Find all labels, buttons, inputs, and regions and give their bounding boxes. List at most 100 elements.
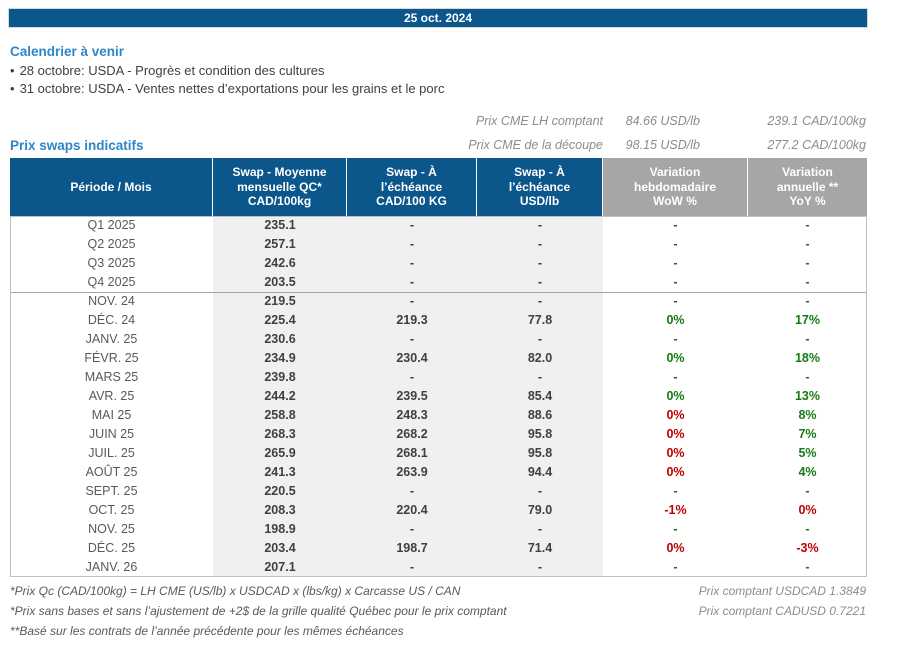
cell-period: DÉC. 24 <box>87 313 136 327</box>
cell-yoy: - <box>805 237 810 251</box>
table-row: Q3 2025 242.6- - - - <box>10 254 867 273</box>
cell-swap-monthly: 203.4 <box>213 539 347 558</box>
table-row: Q1 2025 235.1- - - - <box>10 216 867 235</box>
column-header-wow: Variation hebdomadaire WoW % <box>603 158 748 216</box>
cell-swap-usd: 85.4 <box>477 387 603 406</box>
column-header-period: Période / Mois <box>10 158 213 216</box>
cell-swap-monthly: 225.4 <box>213 311 347 330</box>
cell-yoy: 18% <box>794 351 821 365</box>
cell-swap-usd: 95.8 <box>477 425 603 444</box>
table-row: NOV. 24 219.5- - - - <box>10 292 867 311</box>
cell-wow: - <box>673 275 678 289</box>
column-header-swap-monthly: Swap - Moyenne mensuelle QC* CAD/100kg <box>213 158 347 216</box>
cell-swap-usd: 88.6 <box>477 406 603 425</box>
footnote: **Basé sur les contrats de l’année précé… <box>10 624 404 638</box>
cell-swap-usd: - <box>477 368 603 387</box>
table-body: Q1 2025 235.1- - - - Q2 2025 257.1- - - - Q3 2025 2… <box>10 216 867 577</box>
report-date: 25 oct. 2024 <box>403 11 473 25</box>
cell-period: JANV. 26 <box>85 560 138 574</box>
cell-wow: - <box>673 256 678 270</box>
date-header-bar: 25 oct. 2024 <box>8 8 868 28</box>
calendar-title: Calendrier à venir <box>10 44 125 59</box>
cell-period: FÉVR. 25 <box>84 351 139 365</box>
cell-swap-monthly: 242.6 <box>213 254 347 273</box>
cell-period: MARS 25 <box>84 370 139 384</box>
cell-wow: -1% <box>664 503 687 517</box>
cme-price-usd: 84.66 USD/lb <box>625 114 700 128</box>
cell-yoy: - <box>805 218 810 232</box>
cell-swap-monthly: 268.3 <box>213 425 347 444</box>
cell-swap-cad: - <box>347 292 477 311</box>
cell-period: OCT. 25 <box>88 503 135 517</box>
cell-period: Q4 2025 <box>87 275 136 289</box>
cell-swap-usd: - <box>477 482 603 501</box>
cell-wow: 0% <box>666 541 685 555</box>
cell-period: JANV. 25 <box>85 332 138 346</box>
cell-swap-cad: 230.4 <box>347 349 477 368</box>
cell-yoy: - <box>805 332 810 346</box>
cell-yoy: - <box>805 256 810 270</box>
cell-swap-cad: 239.5 <box>347 387 477 406</box>
cell-period: Q2 2025 <box>87 237 136 251</box>
cell-wow: - <box>673 332 678 346</box>
cell-swap-cad: 198.7 <box>347 539 477 558</box>
cell-swap-monthly: 203.5 <box>213 273 347 292</box>
cell-wow: - <box>673 294 678 308</box>
cell-wow: - <box>673 237 678 251</box>
cell-wow: - <box>673 560 678 574</box>
cell-swap-monthly: 198.9 <box>213 520 347 539</box>
calendar-item-text: 31 octobre: USDA - Ventes nettes d’expor… <box>19 81 445 96</box>
cell-wow: - <box>673 218 678 232</box>
cell-wow: 0% <box>666 408 685 422</box>
cell-period: AVR. 25 <box>88 389 135 403</box>
cell-swap-cad: 219.3 <box>347 311 477 330</box>
cell-swap-cad: - <box>347 216 477 235</box>
calendar-item: • 31 octobre: USDA - Ventes nettes d’expo… <box>10 81 444 96</box>
cell-swap-usd: - <box>477 558 603 577</box>
table-row: SEPT. 25 220.5- - - - <box>10 482 867 501</box>
cell-swap-usd: 79.0 <box>477 501 603 520</box>
cell-wow: - <box>673 522 678 536</box>
cme-price-label: Prix CME LH comptant <box>475 114 603 128</box>
table-row: DÉC. 25 203.4 198.7 71.4 0% -3% <box>10 539 867 558</box>
cell-swap-usd: - <box>477 254 603 273</box>
cell-swap-cad: - <box>347 254 477 273</box>
cell-yoy: 4% <box>798 465 817 479</box>
column-header-swap-cad: Swap - À l’échéance CAD/100 KG <box>347 158 477 216</box>
cell-swap-usd: - <box>477 235 603 254</box>
calendar-item-text: 28 octobre: USDA - Progrès et condition … <box>19 63 325 78</box>
cme-price-row: Prix CME de la découpe 98.15 USD/lb 277.… <box>0 138 909 154</box>
cell-swap-cad: - <box>347 520 477 539</box>
cell-swap-monthly: 265.9 <box>213 444 347 463</box>
cell-swap-usd: - <box>477 330 603 349</box>
table-row: JANV. 25 230.6- - - - <box>10 330 867 349</box>
cme-price-row: Prix CME LH comptant 84.66 USD/lb 239.1 … <box>0 114 909 130</box>
cell-yoy: 5% <box>798 446 817 460</box>
cell-swap-monthly: 241.3 <box>213 463 347 482</box>
table-row: JUIL. 25 265.9 268.1 95.8 0% 5% <box>10 444 867 463</box>
table-row: OCT. 25 208.3 220.4 79.0 -1% 0% <box>10 501 867 520</box>
cell-swap-cad: 263.9 <box>347 463 477 482</box>
cell-swap-monthly: 207.1 <box>213 558 347 577</box>
cell-swap-cad: 248.3 <box>347 406 477 425</box>
table-row: JUIN 25 268.3 268.2 95.8 0% 7% <box>10 425 867 444</box>
cell-swap-usd: - <box>477 520 603 539</box>
cell-yoy: - <box>805 370 810 384</box>
swaps-title: Prix swaps indicatifs <box>10 138 144 153</box>
cell-swap-usd: - <box>477 273 603 292</box>
cell-swap-cad: - <box>347 368 477 387</box>
cell-yoy: 13% <box>794 389 821 403</box>
cell-yoy: - <box>805 294 810 308</box>
cme-price-cad: 277.2 CAD/100kg <box>767 138 866 152</box>
cme-price-cad: 239.1 CAD/100kg <box>767 114 866 128</box>
table-row: AOÛT 25 241.3 263.9 94.4 0% 4% <box>10 463 867 482</box>
cell-wow: 0% <box>666 446 685 460</box>
cme-price-usd: 98.15 USD/lb <box>625 138 700 152</box>
cell-swap-cad: - <box>347 482 477 501</box>
swaps-table: Période / Mois Swap - Moyenne mensuelle … <box>10 158 867 577</box>
cell-period: AOÛT 25 <box>85 465 138 479</box>
cell-wow: 0% <box>666 313 685 327</box>
cell-swap-cad: 268.2 <box>347 425 477 444</box>
table-row: DÉC. 24 225.4 219.3 77.8 0% 17% <box>10 311 867 330</box>
